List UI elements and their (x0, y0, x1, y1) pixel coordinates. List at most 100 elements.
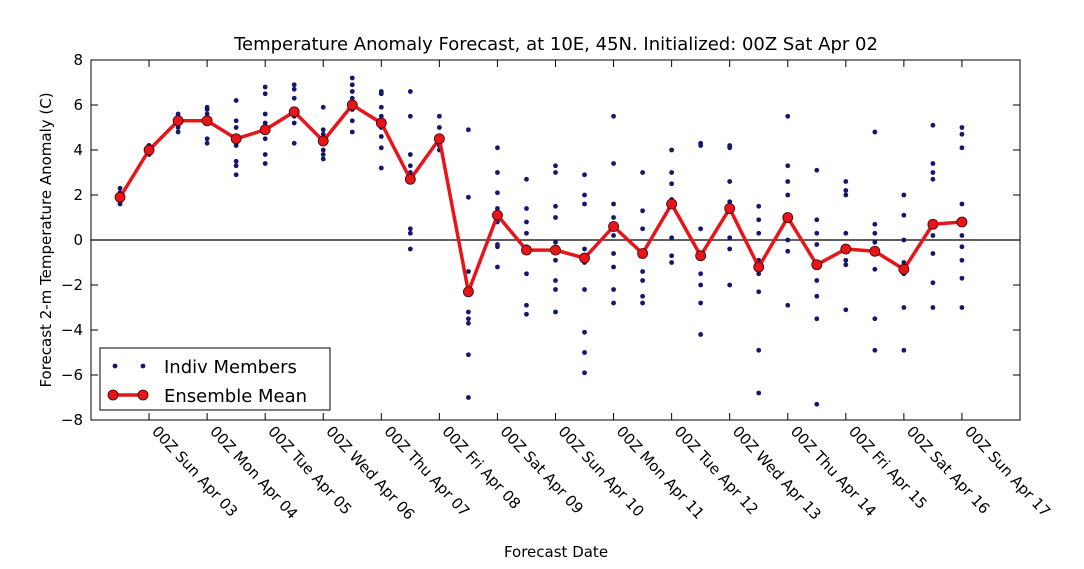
member-point (930, 305, 936, 310)
member-point (785, 179, 791, 184)
member-point (814, 401, 820, 407)
legend-marker (140, 363, 146, 369)
member-point (930, 251, 936, 256)
member-point (611, 264, 616, 270)
mean-marker (288, 106, 300, 118)
member-point (727, 282, 733, 288)
member-point (378, 91, 384, 97)
member-point (291, 82, 297, 88)
y-tick-label: 0 (73, 231, 83, 249)
member-point (262, 84, 268, 90)
member-point (524, 176, 529, 182)
member-point (611, 300, 616, 306)
member-point (872, 230, 878, 236)
mean-marker (927, 218, 939, 230)
member-point (524, 230, 529, 236)
member-point (582, 201, 587, 207)
chart-title: Temperature Anomaly Forecast, at 10E, 45… (233, 34, 878, 55)
member-point (698, 282, 704, 288)
member-point (785, 113, 791, 119)
member-point (872, 239, 878, 245)
member-point (640, 300, 645, 306)
member-point (727, 145, 733, 151)
member-point (843, 188, 849, 193)
mean-marker (317, 135, 329, 147)
member-point (698, 271, 704, 277)
member-point (611, 251, 616, 256)
member-point (466, 309, 471, 315)
member-point (640, 208, 645, 214)
mean-marker (695, 250, 707, 262)
member-point (959, 244, 965, 250)
y-tick-label: 4 (73, 141, 83, 159)
member-point (378, 134, 384, 139)
member-point (233, 158, 239, 164)
member-point (872, 129, 878, 135)
mean-marker (753, 261, 765, 273)
member-point (843, 262, 849, 268)
y-tick-label: −2 (61, 276, 83, 294)
member-point (756, 203, 762, 209)
member-point (669, 235, 675, 241)
member-point (436, 125, 442, 130)
member-point (930, 122, 936, 128)
y-axis-label: Forecast 2-m Temperature Anomaly (C) (37, 92, 55, 387)
y-tick-label: 6 (73, 96, 83, 114)
member-point (233, 118, 239, 124)
member-point (204, 111, 210, 117)
member-point (756, 289, 762, 295)
mean-marker (172, 115, 184, 127)
member-point (349, 95, 355, 101)
member-point (756, 217, 762, 223)
member-point (959, 201, 965, 207)
mean-marker (521, 244, 532, 256)
member-point (233, 98, 239, 103)
member-point (495, 244, 500, 250)
member-point (466, 395, 471, 400)
mean-marker (201, 115, 213, 127)
member-point (204, 136, 210, 142)
member-point (349, 129, 355, 135)
member-point (553, 309, 558, 315)
member-point (553, 278, 558, 283)
member-point (407, 113, 413, 119)
member-point (872, 316, 878, 322)
mean-marker (230, 133, 242, 145)
member-point (901, 260, 907, 265)
member-point (814, 230, 820, 236)
member-point (669, 147, 675, 153)
member-point (814, 278, 820, 283)
member-point (930, 170, 936, 175)
member-point (233, 143, 239, 148)
member-point (611, 215, 616, 220)
member-point (756, 390, 762, 396)
y-tick-label: 8 (73, 51, 83, 69)
legend-label: Ensemble Mean (164, 386, 307, 407)
member-point (669, 170, 675, 175)
member-point (785, 248, 791, 254)
mean-marker (898, 263, 910, 275)
plot-frame (90, 59, 1021, 421)
member-point (262, 152, 268, 157)
member-point (582, 246, 587, 252)
member-point (959, 275, 965, 281)
member-point (524, 271, 529, 277)
member-point (349, 75, 355, 81)
member-point (843, 179, 849, 184)
member-point (930, 176, 936, 182)
member-point (291, 95, 297, 101)
mean-marker (869, 245, 881, 257)
member-point (262, 111, 268, 117)
member-point (466, 269, 471, 274)
member-point (959, 257, 965, 263)
legend-label: Indiv Members (164, 357, 297, 378)
member-point (843, 307, 849, 313)
member-point (698, 226, 704, 232)
member-point (378, 104, 384, 110)
member-point (349, 82, 355, 88)
mean-marker (666, 198, 678, 210)
member-point (320, 131, 326, 137)
member-point (175, 129, 181, 135)
